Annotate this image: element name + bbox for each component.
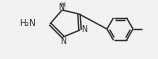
- Text: N: N: [58, 3, 64, 13]
- Text: N: N: [60, 38, 66, 46]
- Text: N: N: [81, 25, 87, 35]
- Text: H: H: [61, 2, 65, 8]
- Text: H₂N: H₂N: [19, 20, 36, 28]
